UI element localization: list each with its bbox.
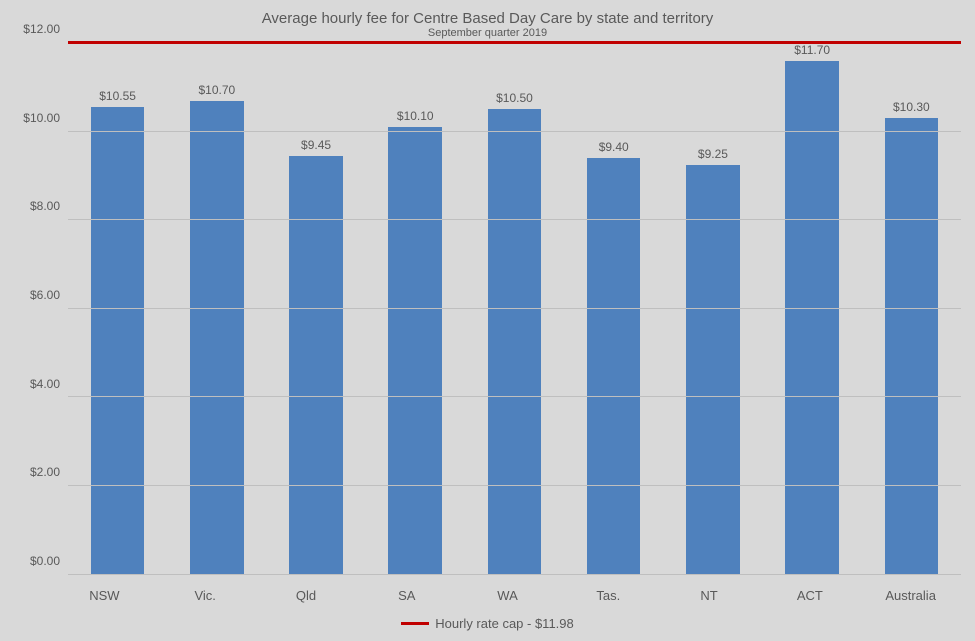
bar bbox=[587, 158, 641, 574]
gridline bbox=[68, 131, 961, 132]
legend: Hourly rate cap - $11.98 bbox=[0, 616, 975, 631]
bar bbox=[785, 61, 839, 574]
bar-value-label: $10.55 bbox=[99, 89, 136, 103]
x-axis-labels: NSWVic.QldSAWATas.NTACTAustralia bbox=[54, 588, 961, 603]
x-tick-label: SA bbox=[356, 588, 457, 603]
bar-value-label: $10.30 bbox=[893, 100, 930, 114]
y-tick-label: $8.00 bbox=[30, 199, 60, 213]
legend-line-icon bbox=[401, 622, 429, 625]
bar-slot: $9.45 bbox=[266, 43, 365, 574]
chart-container: Average hourly fee for Centre Based Day … bbox=[0, 0, 975, 641]
x-tick-label: NT bbox=[659, 588, 760, 603]
chart-title: Average hourly fee for Centre Based Day … bbox=[14, 10, 961, 27]
bar-value-label: $11.70 bbox=[794, 43, 830, 57]
gridline bbox=[68, 308, 961, 309]
gridline bbox=[68, 485, 961, 486]
bar-slot: $10.50 bbox=[465, 43, 564, 574]
title-block: Average hourly fee for Centre Based Day … bbox=[14, 10, 961, 39]
x-tick-label: Australia bbox=[860, 588, 961, 603]
cap-line bbox=[68, 41, 961, 44]
y-tick-label: $0.00 bbox=[30, 554, 60, 568]
plot-wrapper: $0.00$2.00$4.00$6.00$8.00$10.00$12.00 $1… bbox=[14, 43, 961, 575]
legend-label: Hourly rate cap - $11.98 bbox=[435, 616, 574, 631]
y-tick-label: $4.00 bbox=[30, 377, 60, 391]
bar-slot: $10.55 bbox=[68, 43, 167, 574]
y-axis: $0.00$2.00$4.00$6.00$8.00$10.00$12.00 bbox=[14, 43, 68, 575]
bar-slot: $10.70 bbox=[167, 43, 266, 574]
bar bbox=[488, 109, 542, 574]
y-tick-label: $2.00 bbox=[30, 465, 60, 479]
bar-slot: $11.70 bbox=[763, 43, 862, 574]
bar-slot: $10.10 bbox=[366, 43, 465, 574]
bar bbox=[885, 118, 939, 574]
gridline bbox=[68, 219, 961, 220]
bar-value-label: $10.50 bbox=[496, 91, 533, 105]
x-tick-label: WA bbox=[457, 588, 558, 603]
bar-slot: $9.25 bbox=[663, 43, 762, 574]
x-tick-label: ACT bbox=[759, 588, 860, 603]
bar bbox=[91, 107, 145, 574]
plot-area: $10.55 $10.70 $9.45 $10.10 $10.50 $9.40 $9.25 $… bbox=[68, 43, 961, 575]
bar bbox=[190, 101, 244, 574]
chart-subtitle: September quarter 2019 bbox=[14, 27, 961, 39]
bar-value-label: $10.70 bbox=[198, 83, 235, 97]
x-tick-label: Qld bbox=[256, 588, 357, 603]
bar bbox=[388, 127, 442, 574]
bar-slot: $9.40 bbox=[564, 43, 663, 574]
x-tick-label: Vic. bbox=[155, 588, 256, 603]
x-tick-label: Tas. bbox=[558, 588, 659, 603]
gridline bbox=[68, 396, 961, 397]
bar-slot: $10.30 bbox=[862, 43, 961, 574]
y-tick-label: $12.00 bbox=[23, 22, 60, 36]
bar bbox=[686, 165, 740, 574]
bar-value-label: $9.40 bbox=[599, 140, 629, 154]
x-tick-label: NSW bbox=[54, 588, 155, 603]
bar-value-label: $9.45 bbox=[301, 138, 331, 152]
bar-value-label: $10.10 bbox=[397, 109, 434, 123]
bars-group: $10.55 $10.70 $9.45 $10.10 $10.50 $9.40 $9.25 $… bbox=[68, 43, 961, 574]
y-tick-label: $6.00 bbox=[30, 288, 60, 302]
bar-value-label: $9.25 bbox=[698, 147, 728, 161]
y-tick-label: $10.00 bbox=[23, 111, 60, 125]
